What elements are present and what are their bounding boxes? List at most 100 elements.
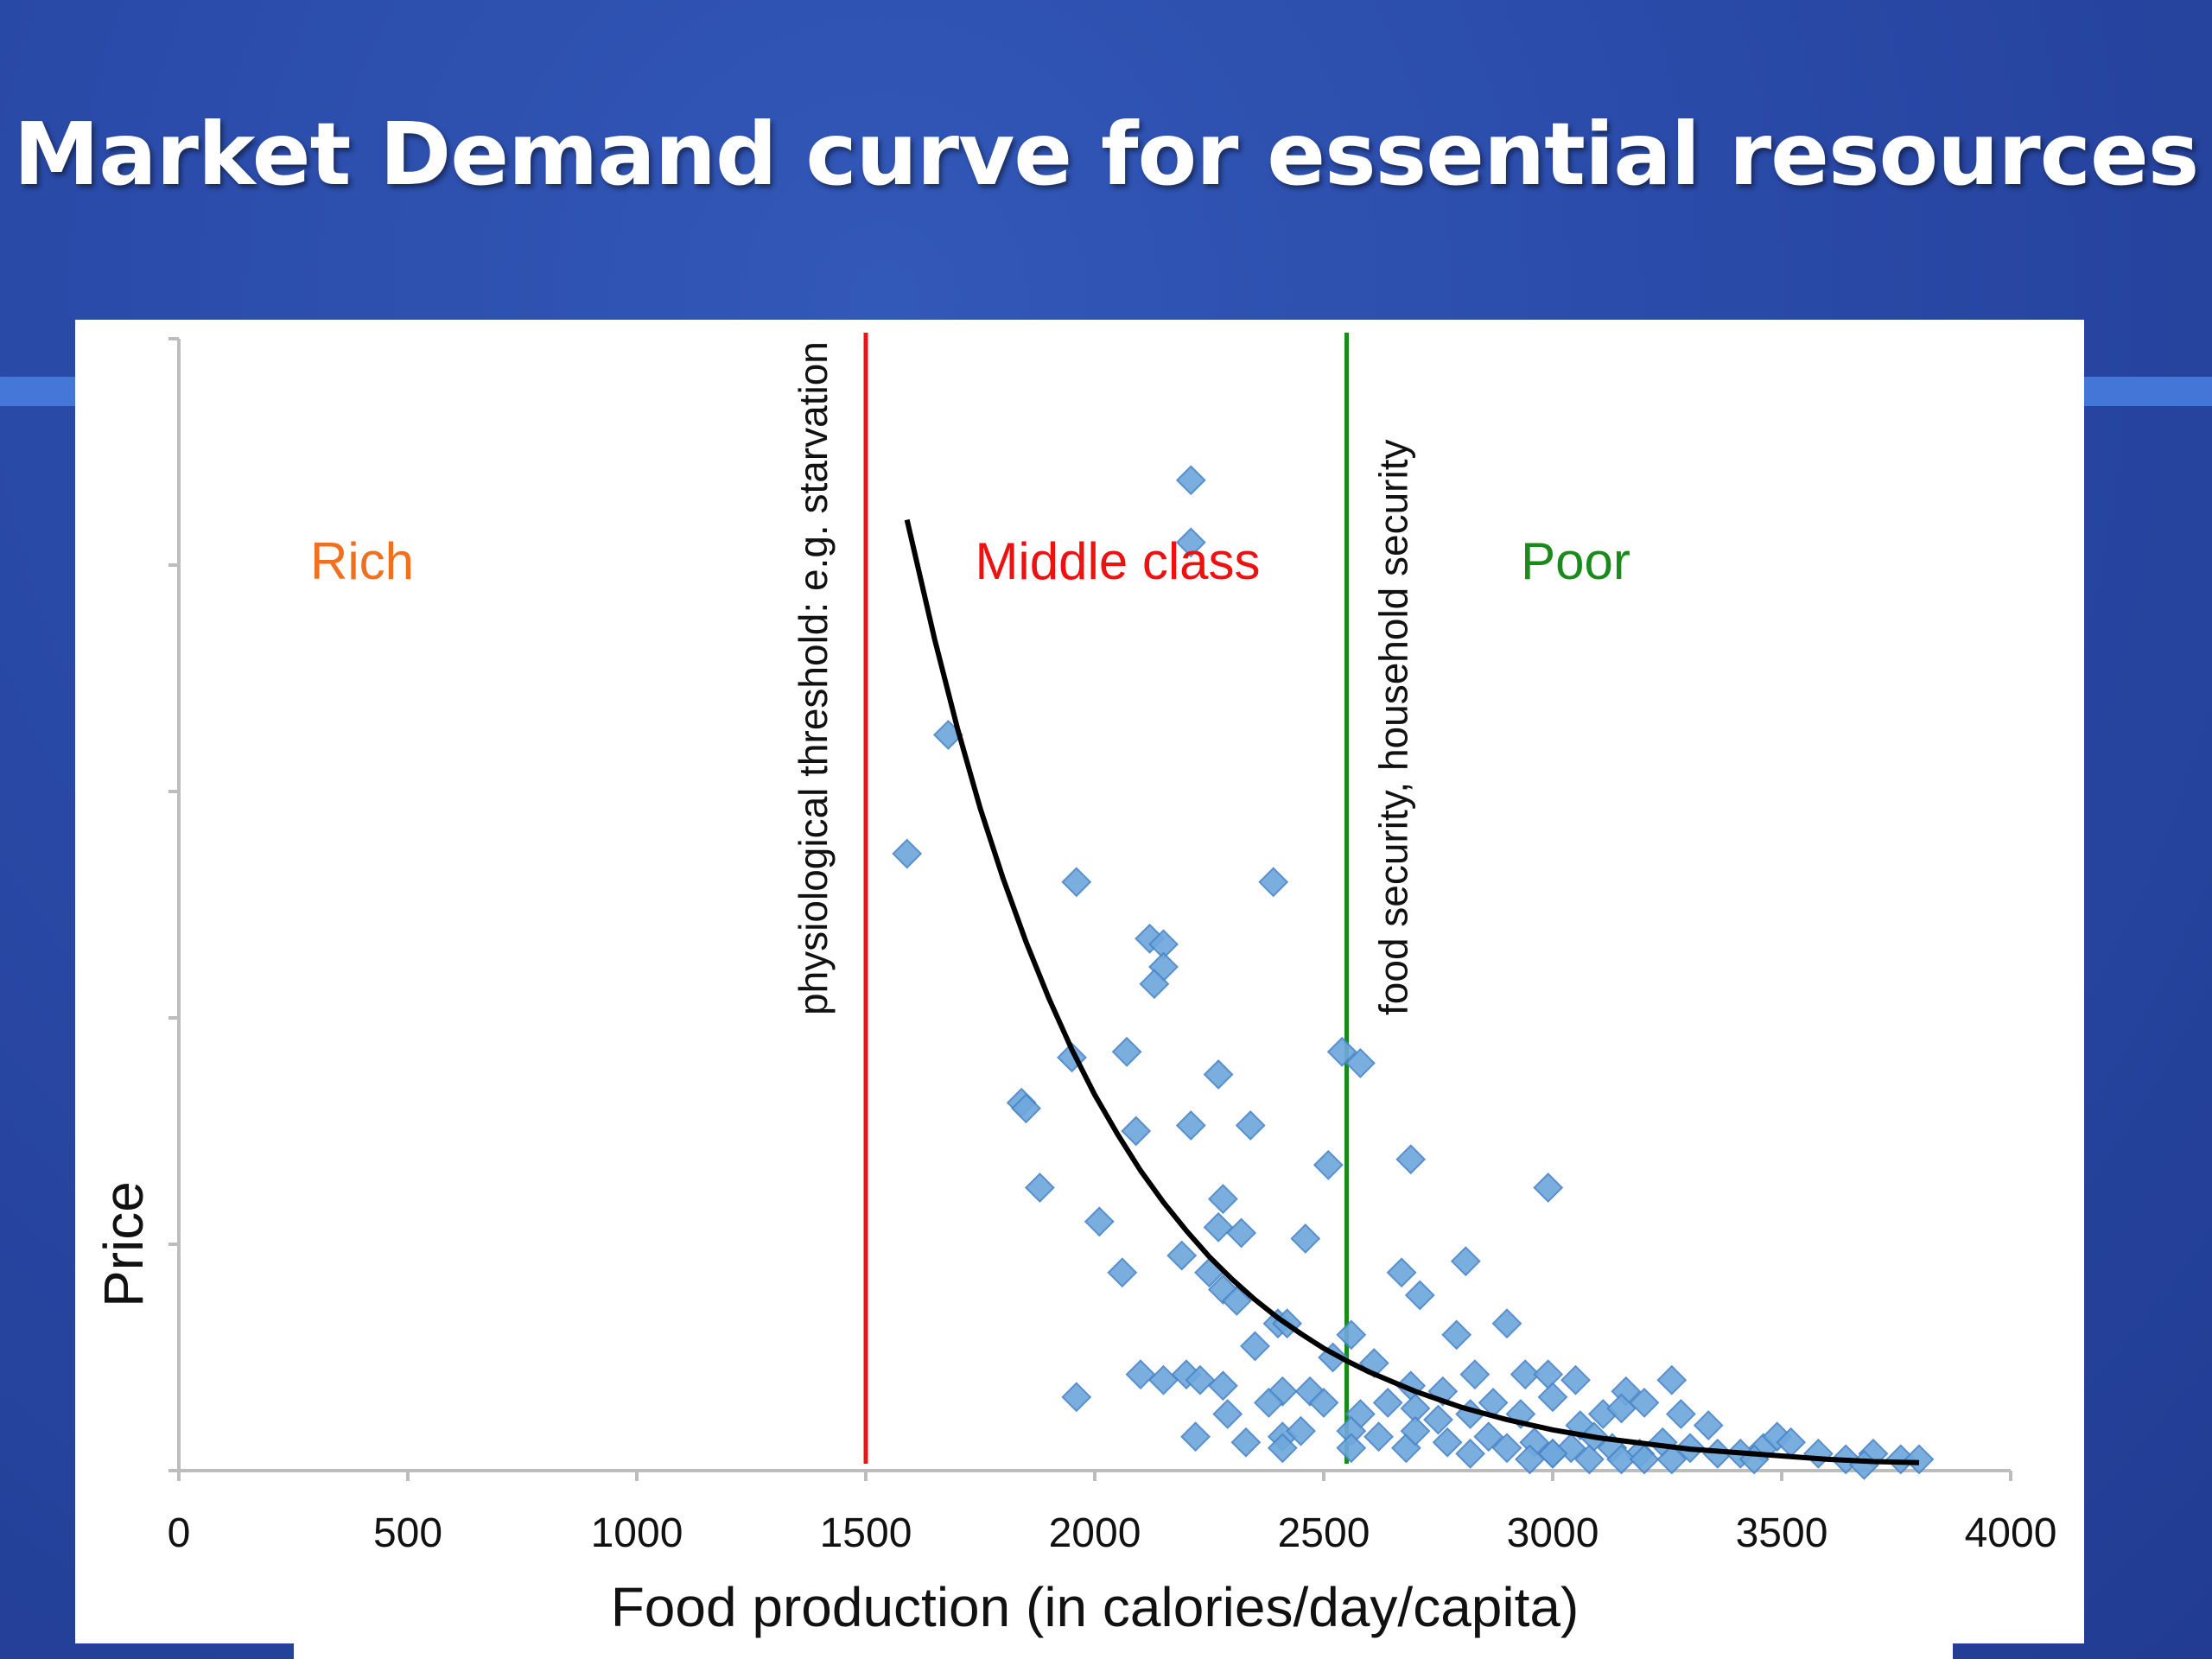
data-point <box>1693 1410 1724 1441</box>
data-point <box>1656 1444 1688 1475</box>
x-tick-label: 3000 <box>1507 1510 1599 1556</box>
data-point <box>1606 1444 1637 1475</box>
threshold-label-starvation: physiological threshold: e.g. starvation <box>791 341 836 1015</box>
data-point <box>1395 1144 1427 1175</box>
data-point <box>1665 1399 1696 1429</box>
data-point <box>1226 1217 1257 1249</box>
x-tick-label: 1500 <box>820 1510 912 1556</box>
data-point <box>1286 1415 1316 1446</box>
data-point <box>1537 1438 1568 1469</box>
data-point <box>1212 1399 1243 1429</box>
data-point <box>1107 1257 1138 1288</box>
data-point <box>1629 1387 1660 1418</box>
x-tick-label: 1000 <box>591 1510 683 1556</box>
data-point <box>1061 1382 1092 1413</box>
data-point <box>1011 1093 1041 1124</box>
data-point <box>1253 1387 1284 1418</box>
slide-title: Market Demand curve for essential resour… <box>13 104 2200 205</box>
data-point <box>1372 1387 1403 1418</box>
data-point <box>1024 1173 1055 1203</box>
data-point <box>1121 1116 1152 1147</box>
data-point <box>1573 1444 1605 1475</box>
data-point <box>1326 1036 1357 1067</box>
x-tick-label: 4000 <box>1965 1510 2057 1556</box>
data-point <box>1423 1404 1453 1435</box>
data-point <box>1308 1387 1339 1418</box>
data-point <box>1533 1173 1564 1203</box>
data-point <box>1606 1393 1637 1424</box>
data-point <box>1084 1206 1115 1237</box>
region-label-poor: Poor <box>1521 532 1630 590</box>
data-point <box>1560 1364 1591 1395</box>
data-point <box>1336 1319 1367 1351</box>
data-point <box>1240 1331 1270 1362</box>
region-label-middle-class: Middle class <box>975 532 1260 590</box>
x-tick-label: 2000 <box>1049 1510 1141 1556</box>
bottom-strip <box>294 1643 1953 1659</box>
data-point <box>1203 1211 1234 1243</box>
data-point <box>1221 1286 1252 1316</box>
data-point <box>1459 1359 1491 1390</box>
data-point <box>1515 1444 1545 1475</box>
data-point <box>1148 1364 1179 1395</box>
data-point <box>1267 1433 1298 1464</box>
data-point <box>1313 1149 1344 1180</box>
demand-chart: 0 500 1000 1500 2000 2500 3000 3500 4000 Food pro… <box>92 333 2057 1638</box>
x-tick-label: 500 <box>373 1510 442 1556</box>
data-point <box>1061 867 1092 898</box>
data-points <box>892 465 1935 1480</box>
data-point <box>1175 1110 1206 1141</box>
data-point <box>1802 1438 1834 1469</box>
y-axis-title: Price <box>92 1181 155 1307</box>
data-point <box>1180 1421 1211 1452</box>
data-point <box>1175 527 1206 558</box>
data-point <box>892 838 923 869</box>
data-point <box>1455 1438 1486 1469</box>
data-point <box>1203 1059 1234 1090</box>
data-point <box>1111 1036 1142 1067</box>
x-axis-title: Food production (in calories/day/capita) <box>611 1576 1580 1638</box>
data-point <box>1450 1246 1481 1277</box>
data-point <box>1230 1427 1262 1458</box>
data-point <box>1344 1047 1376 1078</box>
data-point <box>1207 1370 1238 1402</box>
data-point <box>1166 1240 1198 1271</box>
data-point <box>1139 969 1170 1000</box>
chart-panel: 0 500 1000 1500 2000 2500 3000 3500 4000 Food pro… <box>75 320 2084 1643</box>
data-point <box>1363 1421 1395 1452</box>
data-point <box>1904 1444 1935 1475</box>
data-point <box>1386 1257 1417 1288</box>
data-point <box>1235 1110 1266 1141</box>
threshold-label-food-security: food security, household security <box>1371 439 1416 1015</box>
data-point <box>1491 1433 1522 1464</box>
data-point <box>1533 1359 1564 1390</box>
data-point <box>1537 1382 1568 1413</box>
threshold-lines: physiological threshold: e.g. starvation… <box>791 333 1416 1464</box>
data-point <box>1656 1364 1688 1395</box>
region-label-rich: Rich <box>310 532 414 590</box>
demand-curve <box>904 518 1920 1465</box>
demand-curve-group <box>904 518 1920 1465</box>
chart-axes: 0 500 1000 1500 2000 2500 3000 3500 4000 Food pro… <box>92 337 2057 1638</box>
data-point <box>1629 1444 1660 1475</box>
x-tick-label: 0 <box>168 1510 191 1556</box>
x-tick-label: 2500 <box>1278 1510 1370 1556</box>
data-point <box>1175 465 1206 496</box>
data-point <box>1400 1415 1431 1446</box>
data-point <box>1258 867 1289 898</box>
accent-band-left <box>0 377 78 406</box>
data-point <box>1336 1433 1367 1464</box>
data-point <box>1510 1359 1541 1390</box>
accent-band-right <box>2082 377 2212 406</box>
chart-labels: Rich Middle class Poor <box>310 532 1630 590</box>
data-point <box>1125 1359 1156 1390</box>
data-point <box>1441 1319 1472 1351</box>
data-point <box>1207 1184 1238 1215</box>
data-point <box>1185 1364 1216 1395</box>
data-point <box>1473 1421 1504 1452</box>
x-tick-label: 3500 <box>1736 1510 1828 1556</box>
data-point <box>1491 1308 1522 1339</box>
data-point <box>1404 1280 1435 1311</box>
data-point <box>1432 1427 1463 1458</box>
data-point <box>1290 1224 1321 1254</box>
